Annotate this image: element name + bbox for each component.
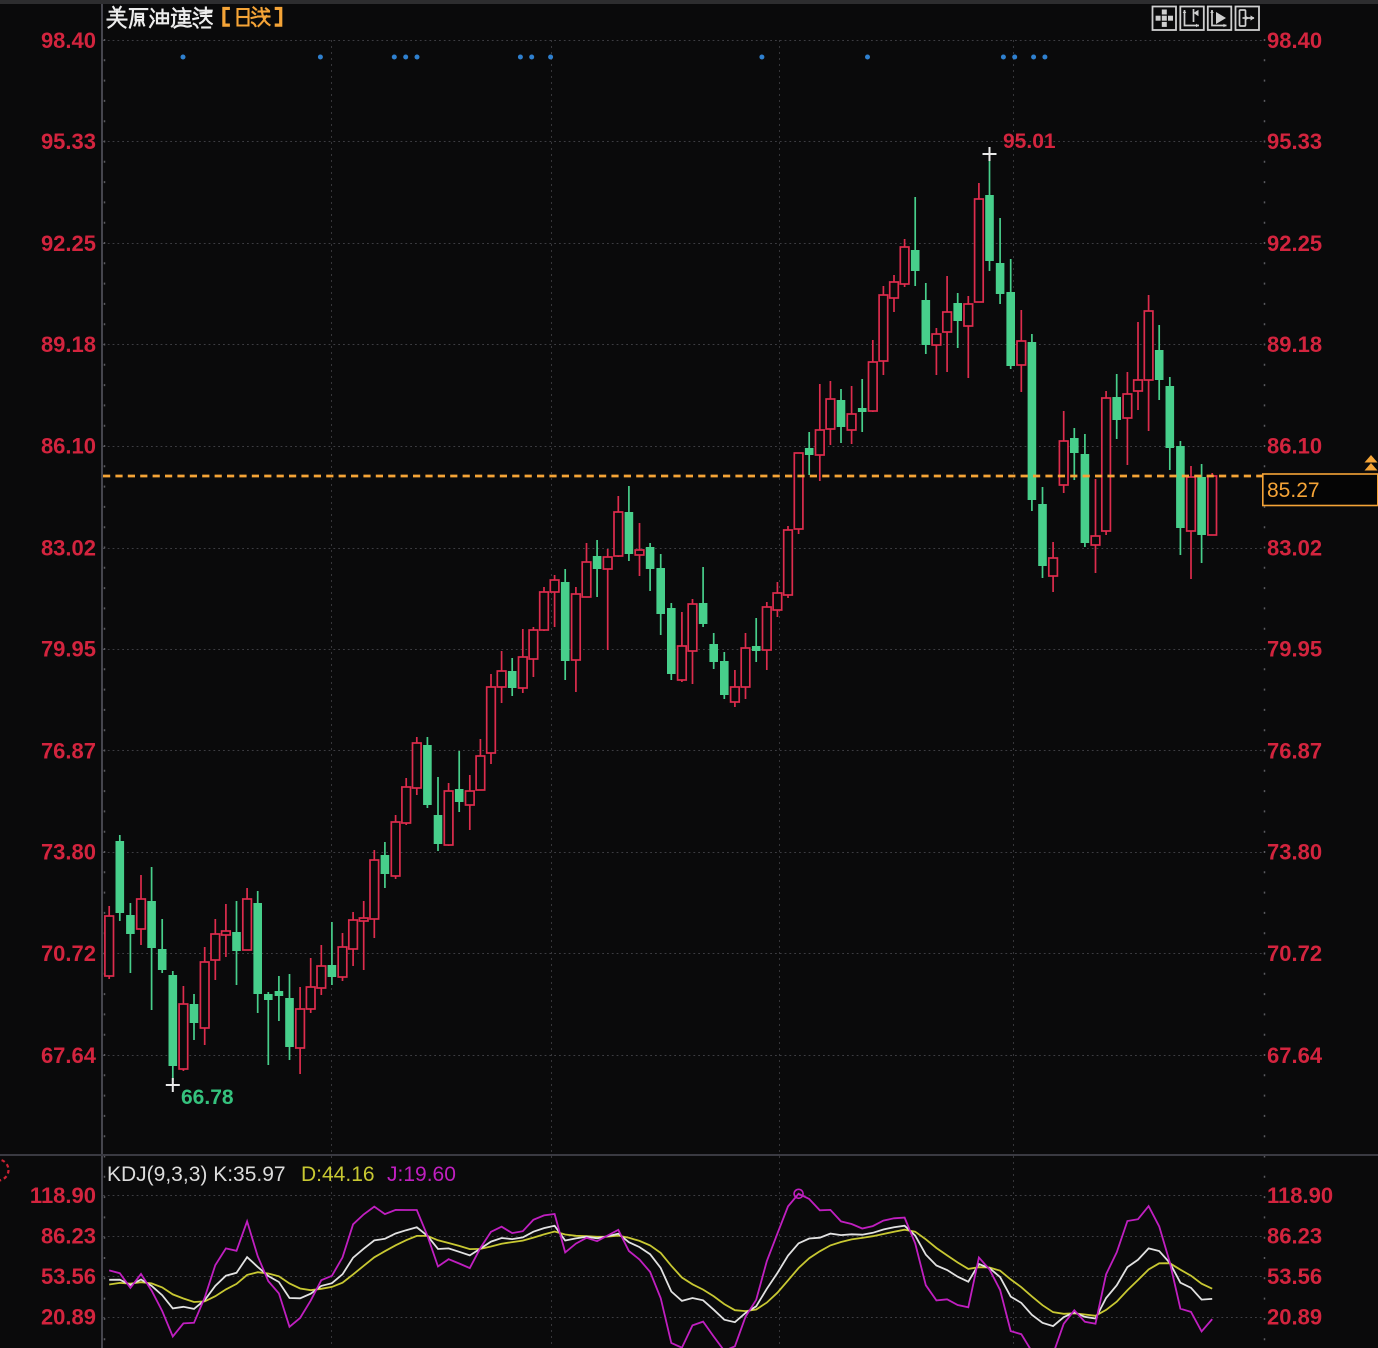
svg-text:86.23: 86.23 xyxy=(1267,1223,1322,1248)
svg-text:85.27: 85.27 xyxy=(1267,479,1320,502)
svg-text:53.56: 53.56 xyxy=(1267,1264,1322,1289)
svg-text:20.89: 20.89 xyxy=(41,1304,96,1329)
svg-text:70.72: 70.72 xyxy=(41,941,96,966)
svg-text:66.78: 66.78 xyxy=(181,1086,234,1109)
svg-text:73.80: 73.80 xyxy=(41,840,96,865)
svg-text:92.25: 92.25 xyxy=(1267,231,1322,256)
svg-text:118.90: 118.90 xyxy=(1267,1183,1333,1208)
svg-text:67.64: 67.64 xyxy=(41,1043,97,1068)
svg-text:70.72: 70.72 xyxy=(1267,941,1322,966)
svg-text:76.87: 76.87 xyxy=(1267,738,1322,763)
svg-text:86.10: 86.10 xyxy=(1267,434,1322,459)
svg-text:98.40: 98.40 xyxy=(1267,28,1322,53)
svg-text:89.18: 89.18 xyxy=(41,332,96,357)
svg-text:KDJ(9,3,3) K:35.97: KDJ(9,3,3) K:35.97 xyxy=(107,1163,286,1186)
svg-text:20.89: 20.89 xyxy=(1267,1304,1322,1329)
svg-text:67.64: 67.64 xyxy=(1267,1043,1323,1068)
svg-text:J:19.60: J:19.60 xyxy=(387,1163,456,1186)
svg-text:79.95: 79.95 xyxy=(41,637,96,662)
svg-text:95.33: 95.33 xyxy=(1267,129,1322,154)
svg-text:95.01: 95.01 xyxy=(1003,130,1056,153)
svg-text:76.87: 76.87 xyxy=(41,738,96,763)
svg-text:89.18: 89.18 xyxy=(1267,332,1322,357)
svg-text:95.33: 95.33 xyxy=(41,129,96,154)
svg-text:118.90: 118.90 xyxy=(30,1183,96,1208)
svg-text:86.10: 86.10 xyxy=(41,434,96,459)
svg-text:83.02: 83.02 xyxy=(1267,535,1322,560)
svg-text:73.80: 73.80 xyxy=(1267,840,1322,865)
svg-text:86.23: 86.23 xyxy=(41,1223,96,1248)
svg-text:83.02: 83.02 xyxy=(41,535,96,560)
svg-text:D:44.16: D:44.16 xyxy=(301,1163,375,1186)
svg-text:92.25: 92.25 xyxy=(41,231,96,256)
svg-text:53.56: 53.56 xyxy=(41,1264,96,1289)
svg-text:79.95: 79.95 xyxy=(1267,637,1322,662)
svg-text:98.40: 98.40 xyxy=(41,28,96,53)
